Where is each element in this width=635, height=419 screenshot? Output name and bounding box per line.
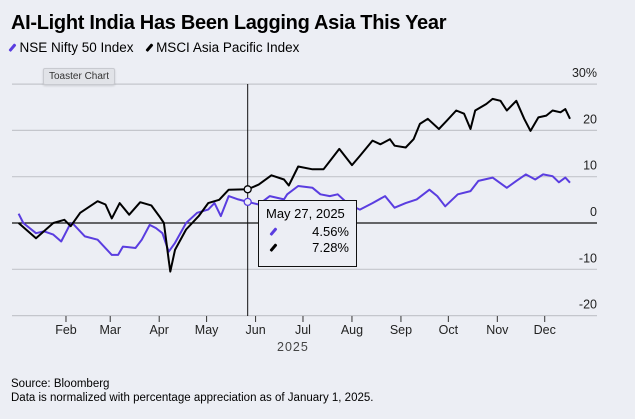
- legend: NSE Nifty 50 Index MSCI Asia Pacific Ind…: [8, 40, 300, 55]
- msci-swatch-icon: [269, 242, 278, 252]
- x-tick-label: Aug: [341, 323, 363, 337]
- tooltip-row-msci: 7.28%: [266, 239, 349, 255]
- toaster-chart-badge[interactable]: Toaster Chart: [43, 68, 116, 85]
- y-tick-label: 30%: [572, 66, 597, 80]
- highlight-point-nifty: [243, 197, 252, 207]
- x-tick-label: Feb: [55, 323, 77, 337]
- tooltip: May 27, 2025 4.56% 7.28%: [258, 200, 357, 267]
- y-tick-label: 20: [583, 112, 597, 126]
- nifty-swatch-icon: [269, 226, 278, 236]
- tooltip-value-nifty: 4.56%: [312, 223, 349, 239]
- footer: Source: Bloomberg Data is normalized wit…: [11, 377, 373, 405]
- source-note: Source: Bloomberg: [11, 378, 110, 390]
- x-tick-label: Jul: [295, 323, 311, 337]
- series-line-msci: [17, 97, 571, 273]
- x-axis-label: 2025: [277, 340, 309, 354]
- tooltip-value-msci: 7.28%: [312, 239, 349, 255]
- x-tick-label: Jun: [246, 323, 266, 337]
- tooltip-row-nifty: 4.56%: [266, 223, 349, 239]
- x-tick-label: Apr: [149, 323, 168, 337]
- x-tick-label: Mar: [99, 323, 121, 337]
- series-line-nifty: [17, 173, 571, 256]
- legend-item-nifty[interactable]: NSE Nifty 50 Index: [8, 40, 134, 55]
- x-tick-label: Dec: [534, 323, 556, 337]
- x-tick-label: Sep: [390, 323, 412, 337]
- chart-title: AI-Light India Has Been Lagging Asia Thi…: [11, 12, 447, 34]
- highlight-point-msci: [243, 185, 252, 194]
- x-tick-label: Nov: [486, 323, 509, 337]
- legend-item-msci[interactable]: MSCI Asia Pacific Index: [144, 40, 300, 55]
- data-note: Data is normalized with percentage appre…: [11, 392, 374, 404]
- y-tick-label: 10: [583, 159, 597, 173]
- x-tick-label: May: [195, 323, 219, 337]
- legend-label: NSE Nifty 50 Index: [19, 40, 134, 55]
- y-tick-label: -20: [579, 298, 597, 312]
- x-tick-label: Oct: [439, 323, 459, 337]
- y-tick-label: 0: [590, 205, 597, 219]
- tooltip-date: May 27, 2025: [266, 206, 345, 221]
- y-tick-label: -10: [579, 251, 597, 265]
- legend-label: MSCI Asia Pacific Index: [156, 40, 300, 55]
